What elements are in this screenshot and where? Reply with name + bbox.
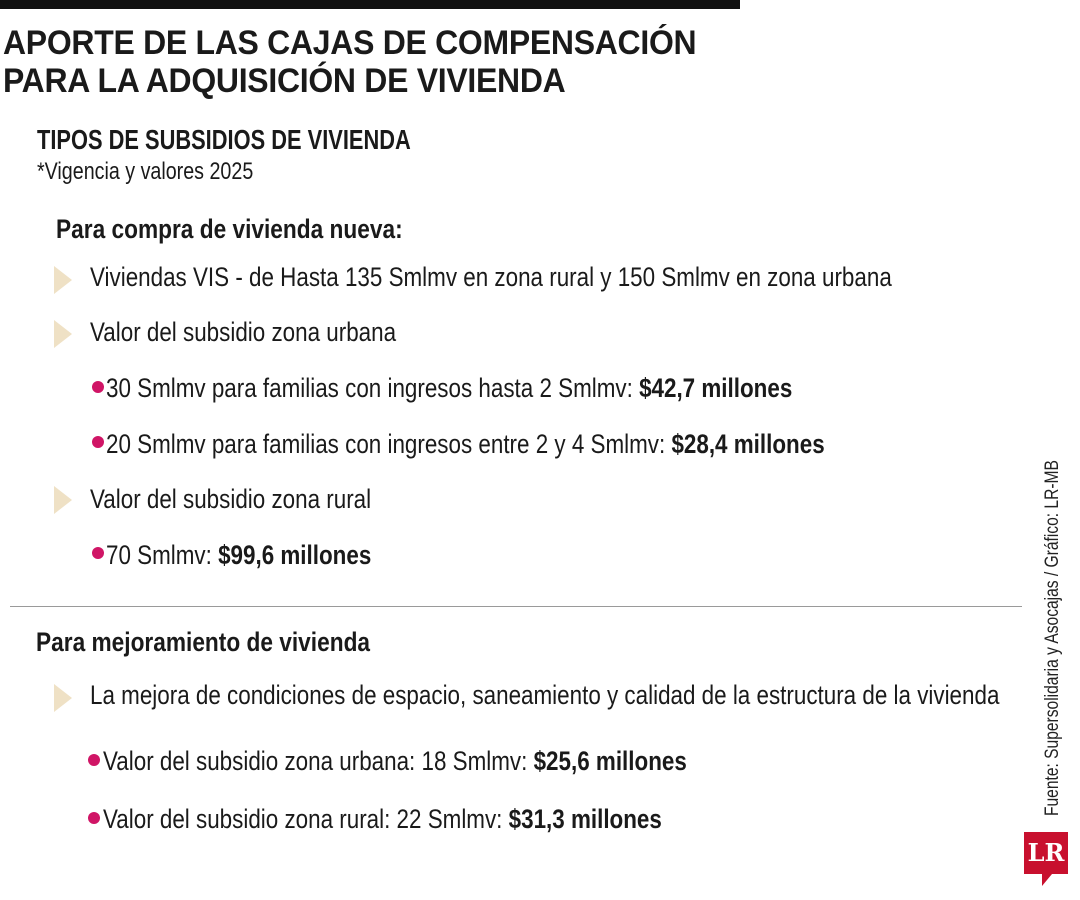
compra-item-rural: Valor del subsidio zona rural — [90, 484, 372, 514]
urbana-subsidy-1-value: $42,7 millones — [639, 373, 793, 403]
bullet-dot-icon — [88, 754, 100, 766]
lr-logo-tail — [1042, 874, 1052, 886]
mejoramiento-urbana: Valor del subsidio zona urbana: 18 Smlmv… — [103, 746, 687, 777]
bullet-dot-icon — [92, 547, 104, 559]
heading-compra: Para compra de vivienda nueva: — [56, 214, 403, 244]
title-line-1: APORTE DE LAS CAJAS DE COMPENSACIÓN — [3, 24, 697, 62]
mejoramiento-rural: Valor del subsidio zona rural: 22 Smlmv:… — [103, 804, 662, 835]
mejoramiento-urbana-text: Valor del subsidio zona urbana: 18 Smlmv… — [103, 746, 534, 776]
arrow-icon — [54, 266, 72, 294]
compra-item-urbana: Valor del subsidio zona urbana — [90, 317, 397, 347]
urbana-subsidy-2-text: 20 Smlmv para familias con ingresos entr… — [106, 429, 672, 459]
lr-logo: LR — [1024, 832, 1068, 874]
main-title: APORTE DE LAS CAJAS DE COMPENSACIÓN PARA… — [3, 24, 717, 100]
urbana-subsidy-1-text: 30 Smlmv para familias con ingresos hast… — [106, 373, 640, 403]
heading-mejoramiento: Para mejoramiento de vivienda — [36, 627, 371, 657]
mejoramiento-rural-value: $31,3 millones — [508, 804, 662, 834]
mejoramiento-urbana-value: $25,6 millones — [533, 746, 687, 776]
top-bar — [0, 0, 740, 9]
bullet-dot-icon — [92, 436, 104, 448]
compra-item-vis: Viviendas VIS - de Hasta 135 Smlmv en zo… — [90, 262, 892, 292]
title-line-2: PARA LA ADQUISICIÓN DE VIVIENDA — [3, 62, 566, 100]
arrow-icon — [54, 684, 72, 712]
urbana-subsidy-2-value: $28,4 millones — [671, 429, 825, 459]
bullet-dot-icon — [88, 812, 100, 824]
urbana-subsidy-2: 20 Smlmv para familias con ingresos entr… — [106, 429, 825, 460]
mejoramiento-item: La mejora de condiciones de espacio, san… — [90, 680, 1000, 710]
subtitle: *Vigencia y valores 2025 — [37, 158, 254, 185]
rural-subsidy-1-text: 70 Smlmv: — [106, 540, 219, 570]
source-credit: Fuente: Supersolidaria y Asocajas / Gráf… — [1042, 460, 1063, 816]
rural-subsidy-1-value: $99,6 millones — [218, 540, 372, 570]
mejoramiento-rural-text: Valor del subsidio zona rural: 22 Smlmv: — [103, 804, 509, 834]
section-divider — [10, 606, 1022, 607]
section-title: TIPOS DE SUBSIDIOS DE VIVIENDA — [37, 124, 411, 155]
urbana-subsidy-1: 30 Smlmv para familias con ingresos hast… — [106, 373, 792, 404]
arrow-icon — [54, 486, 72, 514]
bullet-dot-icon — [92, 381, 104, 393]
rural-subsidy-1: 70 Smlmv: $99,6 millones — [106, 540, 371, 571]
arrow-icon — [54, 320, 72, 348]
